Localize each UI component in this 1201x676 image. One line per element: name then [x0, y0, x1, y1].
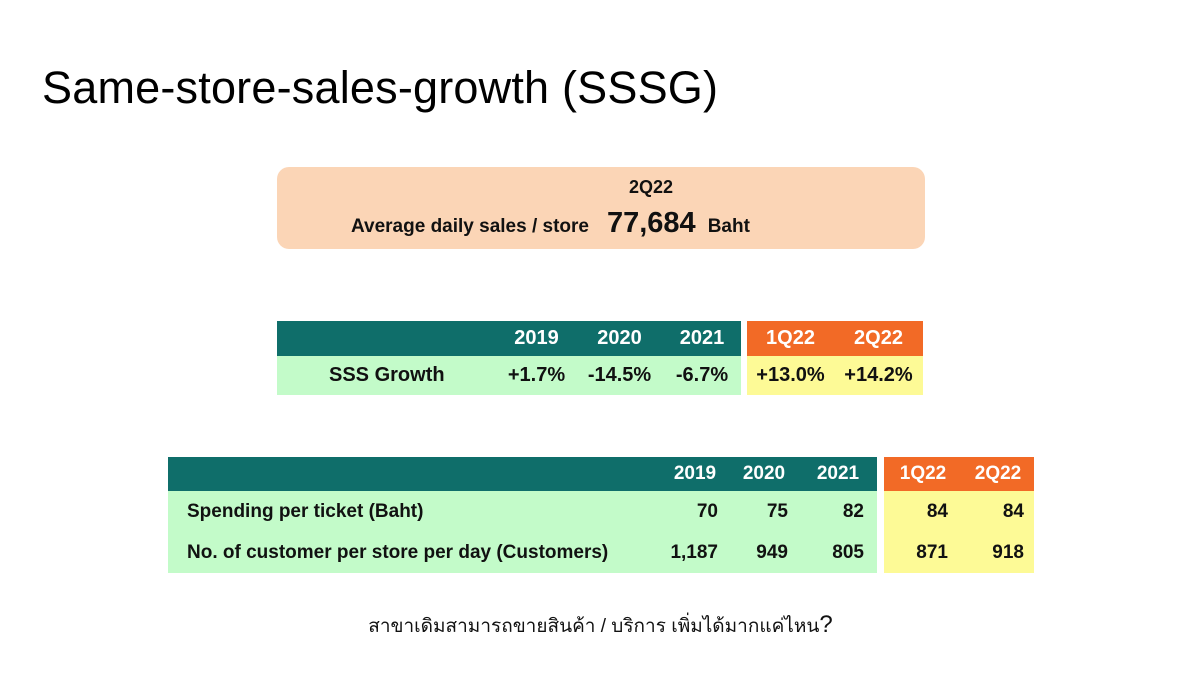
detail-table: 2019 2020 2021 1Q22 2Q22 Spending per ti…: [168, 457, 1034, 573]
sssg-value-1q22: +13.0%: [747, 356, 834, 395]
cell-2q22: 918: [962, 532, 1034, 573]
sssg-value-2020: -14.5%: [576, 356, 663, 395]
detail-row-customers: No. of customer per store per day (Custo…: [168, 532, 1034, 573]
detail-header-2020: 2020: [729, 457, 799, 491]
sssg-row: SSS Growth +1.7% -14.5% -6.7% +13.0% +14…: [277, 356, 923, 395]
detail-header-2019: 2019: [661, 457, 729, 491]
table-gap: [877, 532, 884, 573]
sssg-header-label: [277, 321, 497, 356]
table-gap: [877, 491, 884, 532]
sssg-header-2q22: 2Q22: [834, 321, 923, 356]
kpi-card: 2Q22 Average daily sales / store 77,684 …: [277, 167, 925, 249]
table-gap: [741, 321, 747, 356]
cell-2019: 70: [661, 491, 729, 532]
sssg-table: 2019 2020 2021 1Q22 2Q22 SSS Growth +1.7…: [277, 321, 923, 395]
kpi-line: Average daily sales / store 77,684 Baht: [351, 207, 750, 240]
row-label: Spending per ticket (Baht): [168, 491, 661, 532]
page-title: Same-store-sales-growth (SSSG): [42, 62, 719, 113]
cell-2019: 1,187: [661, 532, 729, 573]
sssg-header-2019: 2019: [497, 321, 576, 356]
detail-header-2q22: 2Q22: [962, 457, 1034, 491]
kpi-label: Average daily sales / store: [351, 216, 589, 237]
cell-1q22: 84: [884, 491, 962, 532]
detail-header-2021: 2021: [799, 457, 877, 491]
sssg-value-2021: -6.7%: [663, 356, 741, 395]
cell-2021: 805: [799, 532, 877, 573]
cell-2021: 82: [799, 491, 877, 532]
sssg-header-2020: 2020: [576, 321, 663, 356]
cell-2020: 75: [729, 491, 799, 532]
detail-header-row: 2019 2020 2021 1Q22 2Q22: [168, 457, 1034, 491]
kpi-period: 2Q22: [628, 177, 674, 197]
kpi-unit: Baht: [707, 216, 750, 237]
detail-header-label: [168, 457, 661, 491]
sssg-row-label: SSS Growth: [277, 356, 497, 395]
sssg-value-2q22: +14.2%: [834, 356, 923, 395]
footer-question-text: สาขาเดิมสามารถขายสินค้า / บริการ เพิ่มได…: [368, 616, 820, 637]
footer-question: สาขาเดิมสามารถขายสินค้า / บริการ เพิ่มได…: [0, 611, 1201, 641]
table-gap: [741, 356, 747, 395]
cell-2q22: 84: [962, 491, 1034, 532]
detail-row-spending: Spending per ticket (Baht) 70 75 82 84 8…: [168, 491, 1034, 532]
sssg-header-row: 2019 2020 2021 1Q22 2Q22: [277, 321, 923, 356]
cell-2020: 949: [729, 532, 799, 573]
row-label: No. of customer per store per day (Custo…: [168, 532, 661, 573]
cell-1q22: 871: [884, 532, 962, 573]
table-gap: [877, 457, 884, 491]
sssg-value-2019: +1.7%: [497, 356, 576, 395]
sssg-header-2021: 2021: [663, 321, 741, 356]
detail-header-1q22: 1Q22: [884, 457, 962, 491]
kpi-value: 77,684: [606, 207, 696, 239]
sssg-header-1q22: 1Q22: [747, 321, 834, 356]
question-mark: ?: [819, 611, 833, 638]
